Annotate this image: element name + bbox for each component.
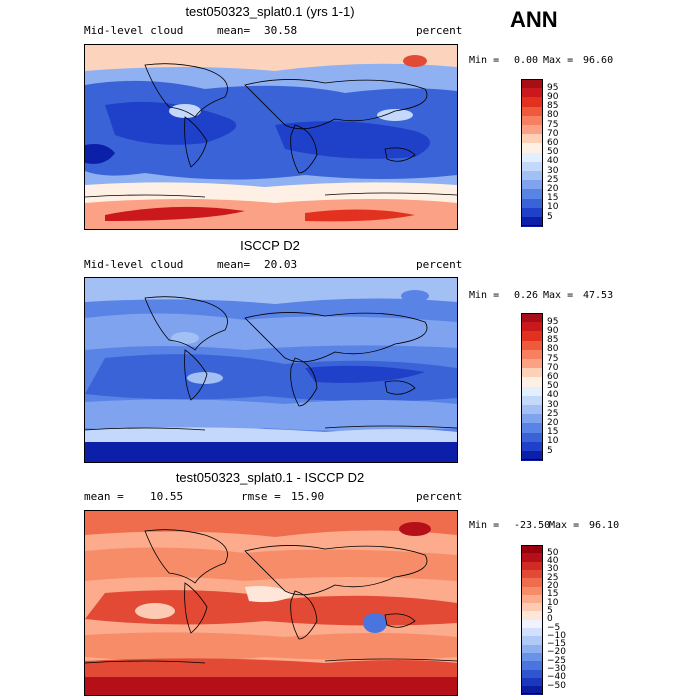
colorbar-tick-label: 50 [547,147,559,158]
colorbar-tick-label: 60 [547,137,559,148]
panel3-map [84,510,458,696]
colorbar-tick-label: 15 [547,193,559,204]
colorbar-tick-label: 90 [547,325,559,336]
colorbar-tick-label: 10 [547,436,559,447]
colorbar-tick-label: 40 [547,556,559,567]
colorbar-tick-label: 15 [547,427,559,438]
panel2-variable: Mid-level cloud [84,258,184,271]
colorbar-tick-label: −50 [547,680,566,691]
colorbar-tick-label: 25 [547,408,559,419]
colorbar-tick-label: 50 [547,547,559,558]
colorbar-tick-label: −20 [547,647,566,658]
panel3-max-value: 96.10 [589,520,620,531]
panel2-max-value: 47.53 [583,290,614,301]
panel3-units: percent [416,490,463,503]
colorbar-tick-label: 25 [547,572,559,583]
colorbar-tick-label: 50 [547,381,559,392]
colorbar-tick-label: 0 [547,614,553,625]
colorbar-tick-label: 90 [547,91,559,102]
panel2-max-label: Max = [543,290,574,301]
colorbar-frame [521,545,543,695]
colorbar-tick-label: 95 [547,82,559,93]
colorbar-tick-label: −25 [547,655,566,666]
panel1-map-svg [85,45,457,229]
panel1-units: percent [416,24,463,37]
panel1-min-label: Min = [469,55,500,66]
panel2-mean-value: 20.03 [264,258,298,271]
panel2-map-svg [85,278,457,462]
colorbar-tick-label: −10 [547,630,566,641]
colorbar-tick-label: 60 [547,371,559,382]
season-label: ANN [510,7,558,32]
colorbar-tick-label: 20 [547,183,559,194]
panel1-min-value: 0.00 [514,55,539,66]
panel3-min-label: Min = [469,520,500,531]
panel1-mean-value: 30.58 [264,24,298,37]
panel3-mean-value: 10.55 [150,490,184,503]
colorbar-tick-label: 5 [547,605,553,616]
colorbar-tick-label: 85 [547,101,559,112]
colorbar-frame [521,313,543,461]
colorbar-tick-label: −30 [547,664,566,674]
colorbar-tick-label: 30 [547,165,559,176]
panel2-units: percent [416,258,463,271]
panel1-max-label: Max = [543,55,574,66]
colorbar-tick-label: 10 [547,597,559,608]
colorbar-tick-label: 15 [547,589,559,600]
colorbar-tick-label: 80 [547,344,559,355]
panel3-mean-label: mean = [84,490,124,503]
panel3-max-label: Max = [549,520,580,531]
colorbar-tick-label: 5 [547,211,553,222]
panel1-max-value: 96.60 [583,55,614,66]
colorbar-tick-label: 70 [547,128,559,139]
colorbar-tick-label: 5 [547,445,553,456]
panel3-min-value: -23.50 [514,520,551,531]
panel3-map-svg [85,511,457,695]
colorbar-tick-label: 10 [547,202,559,213]
panel3-rmse-value: 15.90 [291,490,325,503]
colorbar-tick-label: 70 [547,362,559,373]
panel2-map [84,277,458,463]
panel2-min-label: Min = [469,290,500,301]
colorbar-tick-label: 85 [547,335,559,346]
colorbar-tick-label: 95 [547,316,559,327]
panel1-title: test050323_splat0.1 (yrs 1-1) [185,4,355,19]
colorbar-tick-label: 20 [547,417,559,428]
panel1-map [84,44,458,230]
colorbar-frame [521,79,543,227]
colorbar-tick-label: 30 [547,564,559,575]
colorbar-tick-label: −15 [547,639,566,650]
colorbar-tick-label: 80 [547,110,559,121]
colorbar-tick-label: 25 [547,174,559,185]
panel3-title: test050323_splat0.1 - ISCCP D2 [175,470,365,485]
panel2-title: ISCCP D2 [240,238,300,253]
colorbar-tick-label: 20 [547,581,559,591]
colorbar-tick-label: 75 [547,353,559,364]
colorbar-tick-label: 40 [547,156,559,167]
colorbar-tick-label: −40 [547,672,566,683]
panel1-variable: Mid-level cloud [84,24,184,37]
panel3-rmse-label: rmse = [241,490,281,503]
colorbar-tick-label: 40 [547,390,559,401]
panel2-min-value: 0.26 [514,290,539,301]
colorbar-tick-label: 75 [547,119,559,130]
panel2-mean-label: mean= [217,258,251,271]
colorbar-tick-label: 30 [547,399,559,410]
panel1-mean-label: mean= [217,24,251,37]
colorbar-tick-label: −5 [547,622,561,633]
